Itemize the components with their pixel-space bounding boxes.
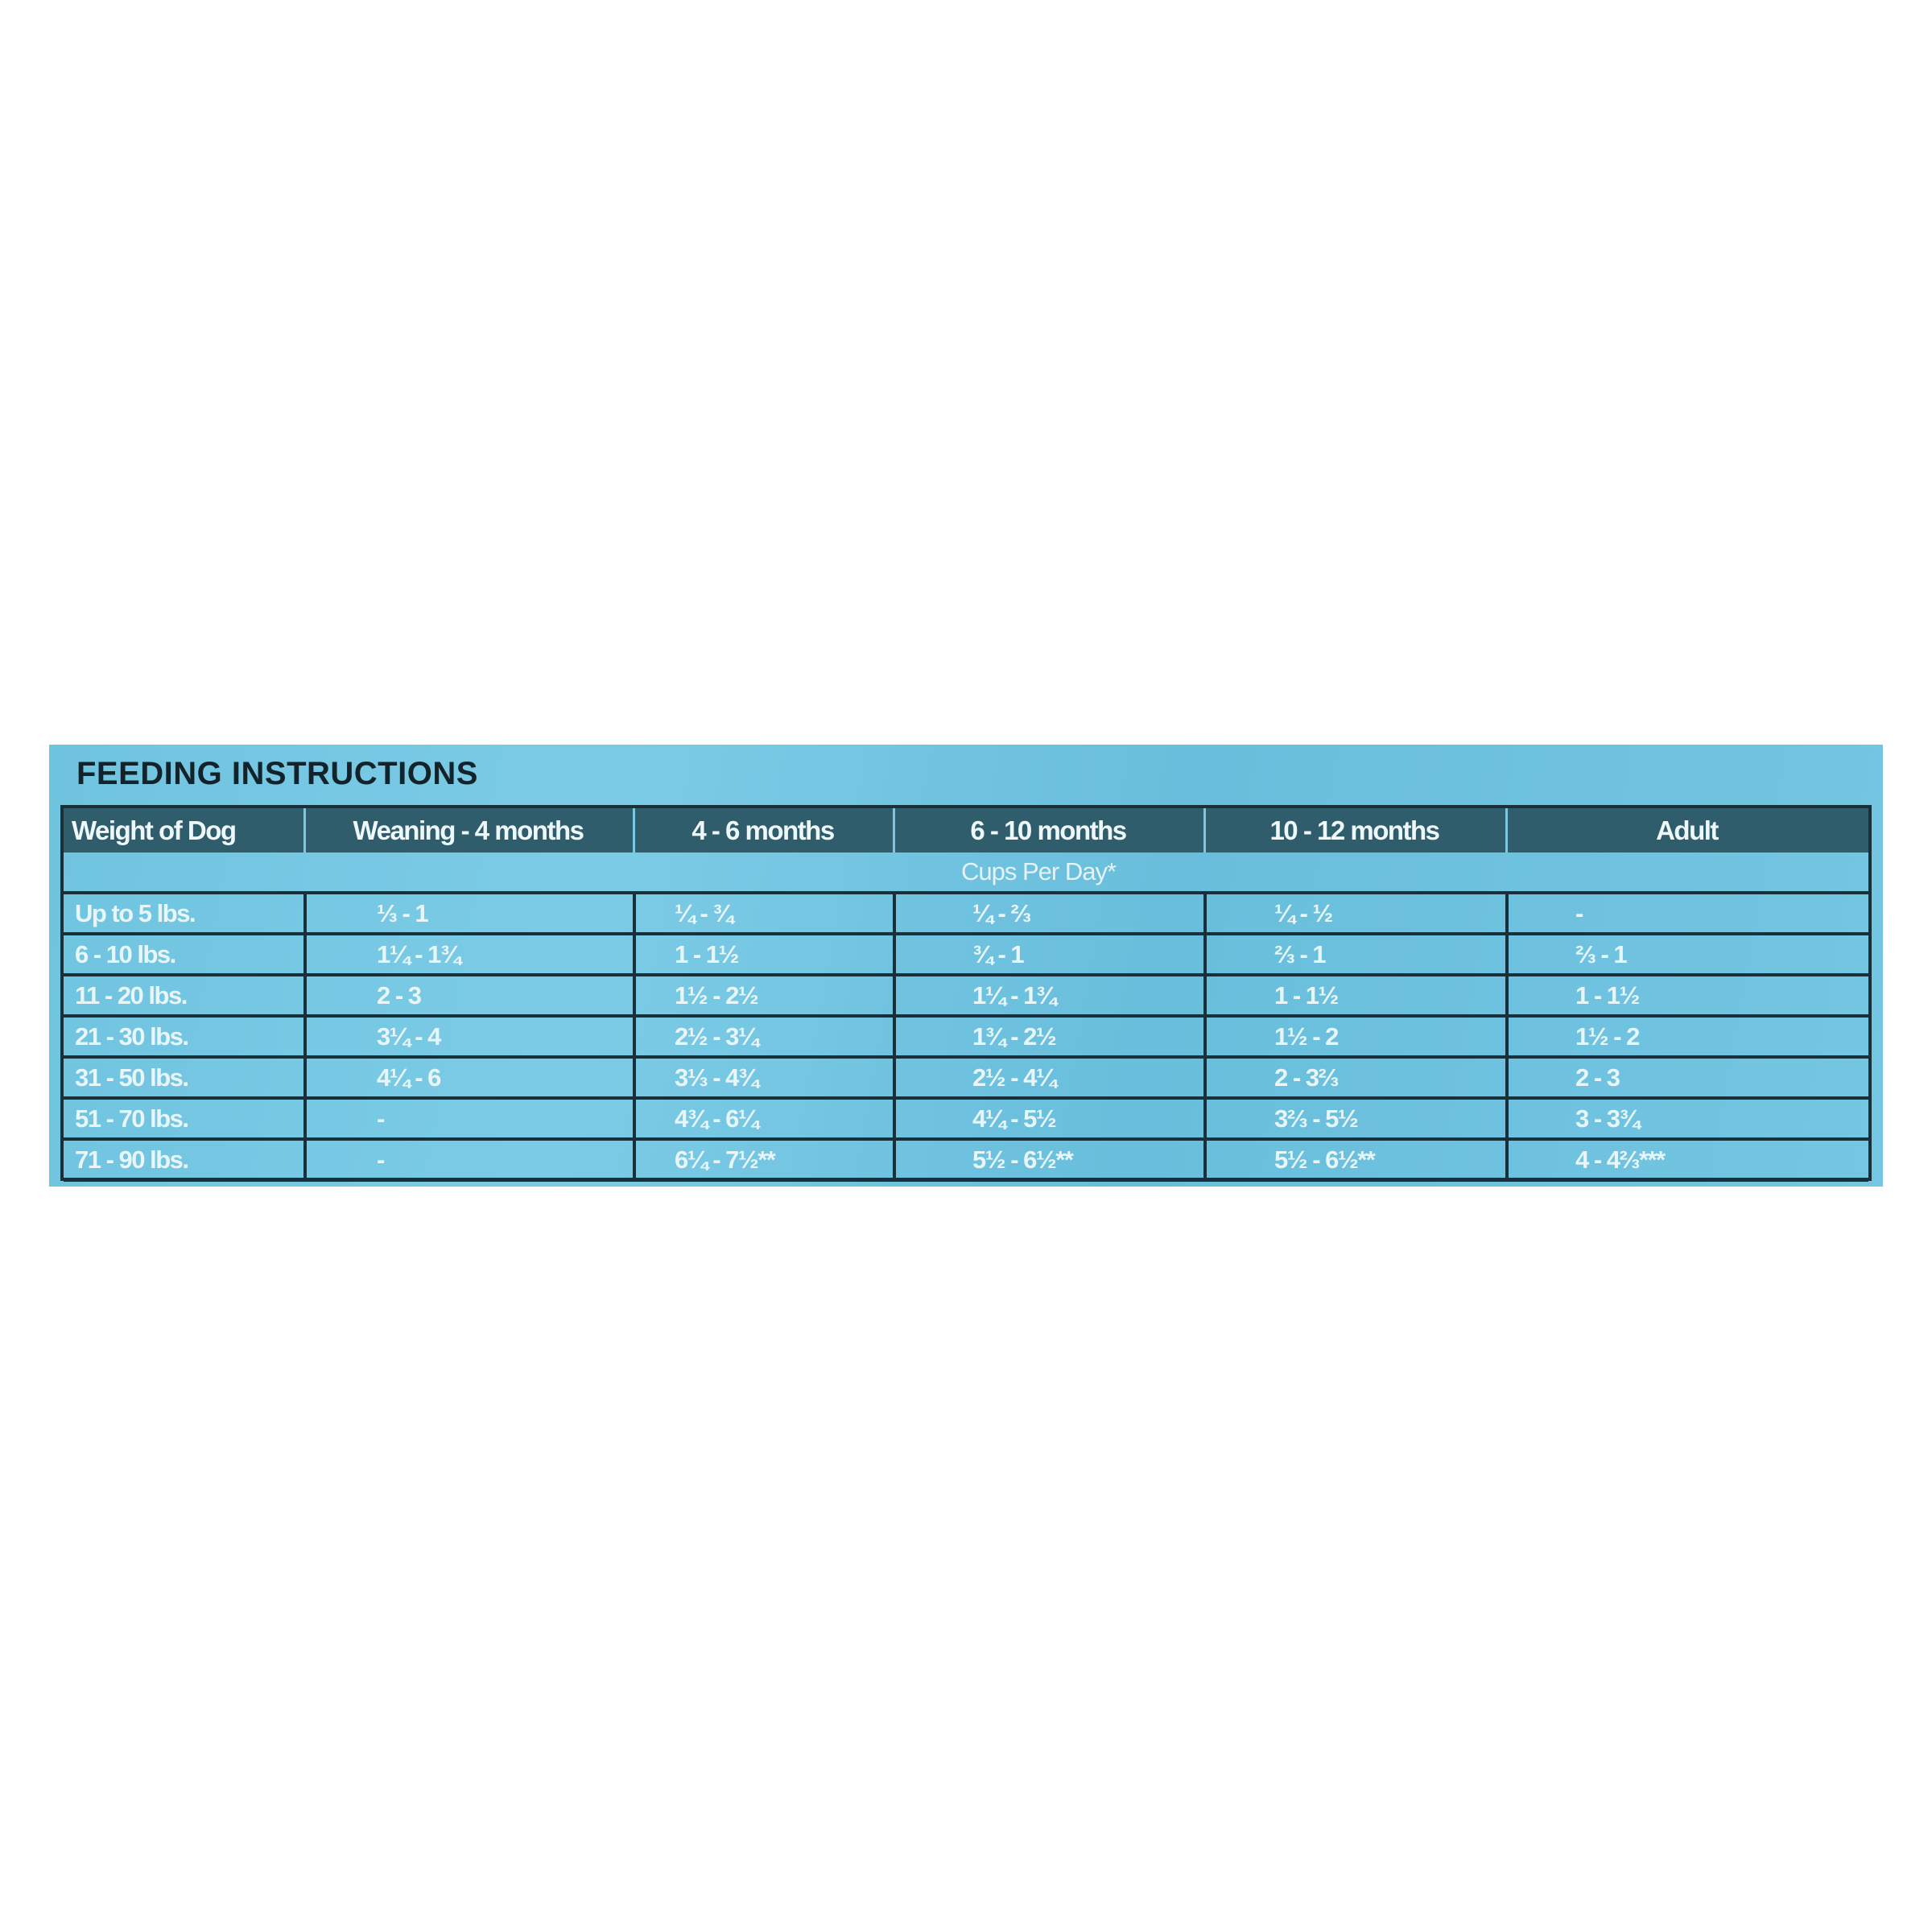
column-header: 10 - 12 months — [1269, 815, 1440, 845]
feeding-instructions-panel: FEEDING INSTRUCTIONS Weight of Dog Weanin… — [49, 745, 1883, 1187]
cups-per-day-subheader: Cups Per Day* — [64, 852, 1868, 894]
table-header-row: Weight of Dog Weaning - 4 months 4 - 6 mon… — [64, 808, 1868, 852]
cups-cell: 4 - 4⅔*** — [1575, 1146, 1666, 1174]
cups-cell: ¼ - ½ — [1274, 899, 1333, 927]
table-row: Up to 5 lbs. ⅓ - 1 ¼ - ¾ ¼ - ⅔ ¼ - ½ - — [64, 894, 1868, 935]
column-divider — [893, 894, 896, 1178]
header-divider — [1203, 808, 1206, 852]
cups-cell: 2 - 3 — [1575, 1063, 1620, 1092]
column-header: Weight of Dog — [72, 815, 237, 845]
table-row: 51 - 70 lbs. - 4¾ - 6¼ 4¼ - 5½ 3⅔ - 5½ 3 - 3¾ — [64, 1100, 1868, 1141]
cups-cell: 3 - 3¾ — [1575, 1104, 1640, 1133]
cups-cell: 4¼ - 6 — [377, 1063, 441, 1092]
cups-cell: 1½ - 2 — [1274, 1022, 1339, 1051]
column-header: Adult — [1656, 815, 1719, 845]
header-divider — [1505, 808, 1508, 852]
cups-cell: 3¼ - 4 — [377, 1022, 441, 1051]
weight-cell: 21 - 30 lbs. — [75, 1022, 189, 1051]
cups-cell: 1 - 1½ — [675, 940, 739, 968]
weight-cell: 71 - 90 lbs. — [75, 1146, 189, 1174]
cups-cell: 1¼ - 1¾ — [972, 981, 1057, 1009]
cups-cell: ⅔ - 1 — [1274, 940, 1327, 968]
cups-cell: 2½ - 4¼ — [972, 1063, 1057, 1092]
cups-cell: 1½ - 2 — [1575, 1022, 1640, 1051]
header-divider — [893, 808, 895, 852]
weight-cell: 6 - 10 lbs. — [75, 940, 176, 968]
cups-cell: 1¾ - 2½ — [972, 1022, 1057, 1051]
cups-cell: ¾ - 1 — [972, 940, 1025, 968]
column-divider — [1203, 894, 1207, 1178]
cups-cell: ¼ - ⅔ — [972, 899, 1031, 927]
weight-cell: 31 - 50 lbs. — [75, 1063, 189, 1092]
column-divider — [303, 894, 307, 1178]
cups-cell: 2 - 3⅔ — [1274, 1063, 1339, 1092]
header-divider — [303, 808, 306, 852]
cups-cell: 2 - 3 — [377, 981, 422, 1009]
cups-cell: 1 - 1½ — [1575, 981, 1640, 1009]
weight-cell: Up to 5 lbs. — [75, 899, 196, 927]
table-row: 6 - 10 lbs. 1¼ - 1¾ 1 - 1½ ¾ - 1 ⅔ - 1 ⅔ - 1 — [64, 935, 1868, 976]
cups-cell: 4¼ - 5½ — [972, 1104, 1057, 1133]
cups-cell: - — [377, 1146, 385, 1174]
weight-cell: 11 - 20 lbs. — [75, 981, 188, 1009]
column-divider — [633, 894, 636, 1178]
table-row: 71 - 90 lbs. - 6¼ - 7½** 5½ - 6½** 5½ - 6½**… — [64, 1141, 1868, 1182]
cups-cell: 3⅓ - 4¾ — [675, 1063, 759, 1092]
subheader-label: Cups Per Day* — [960, 857, 1117, 886]
table-row: 21 - 30 lbs. 3¼ - 4 2½ - 3¼ 1¾ - 2½ 1½ - 2 1½… — [64, 1018, 1868, 1059]
header-divider — [633, 808, 635, 852]
cups-cell: ¼ - ¾ — [675, 899, 733, 927]
cups-cell: 2½ - 3¼ — [675, 1022, 759, 1051]
column-divider — [1505, 894, 1509, 1178]
cups-cell: 1½ - 2½ — [675, 981, 759, 1009]
cups-cell: 5½ - 6½** — [972, 1146, 1074, 1174]
column-header: 4 - 6 months — [691, 815, 835, 845]
panel-title: FEEDING INSTRUCTIONS — [76, 756, 478, 791]
column-header: 6 - 10 months — [970, 815, 1127, 845]
cups-cell: - — [1575, 899, 1583, 927]
feeding-table: Weight of Dog Weaning - 4 months 4 - 6 mon… — [60, 805, 1872, 1182]
cups-cell: 1¼ - 1¾ — [377, 940, 461, 968]
column-header: Weaning - 4 months — [353, 815, 584, 845]
table-row: 31 - 50 lbs. 4¼ - 6 3⅓ - 4¾ 2½ - 4¼ 2 - 3⅔ 2 … — [64, 1059, 1868, 1100]
cups-cell: - — [377, 1104, 385, 1133]
cups-cell: 6¼ - 7½** — [675, 1146, 776, 1174]
cups-cell: 4¾ - 6¼ — [675, 1104, 759, 1133]
cups-cell: 5½ - 6½** — [1274, 1146, 1376, 1174]
weight-cell: 51 - 70 lbs. — [75, 1104, 189, 1133]
cups-cell: 3⅔ - 5½ — [1274, 1104, 1359, 1133]
cups-cell: ⅔ - 1 — [1575, 940, 1628, 968]
cups-cell: ⅓ - 1 — [377, 899, 429, 927]
table-row: 11 - 20 lbs. 2 - 3 1½ - 2½ 1¼ - 1¾ 1 - 1½ 1 -… — [64, 976, 1868, 1018]
cups-cell: 1 - 1½ — [1274, 981, 1339, 1009]
